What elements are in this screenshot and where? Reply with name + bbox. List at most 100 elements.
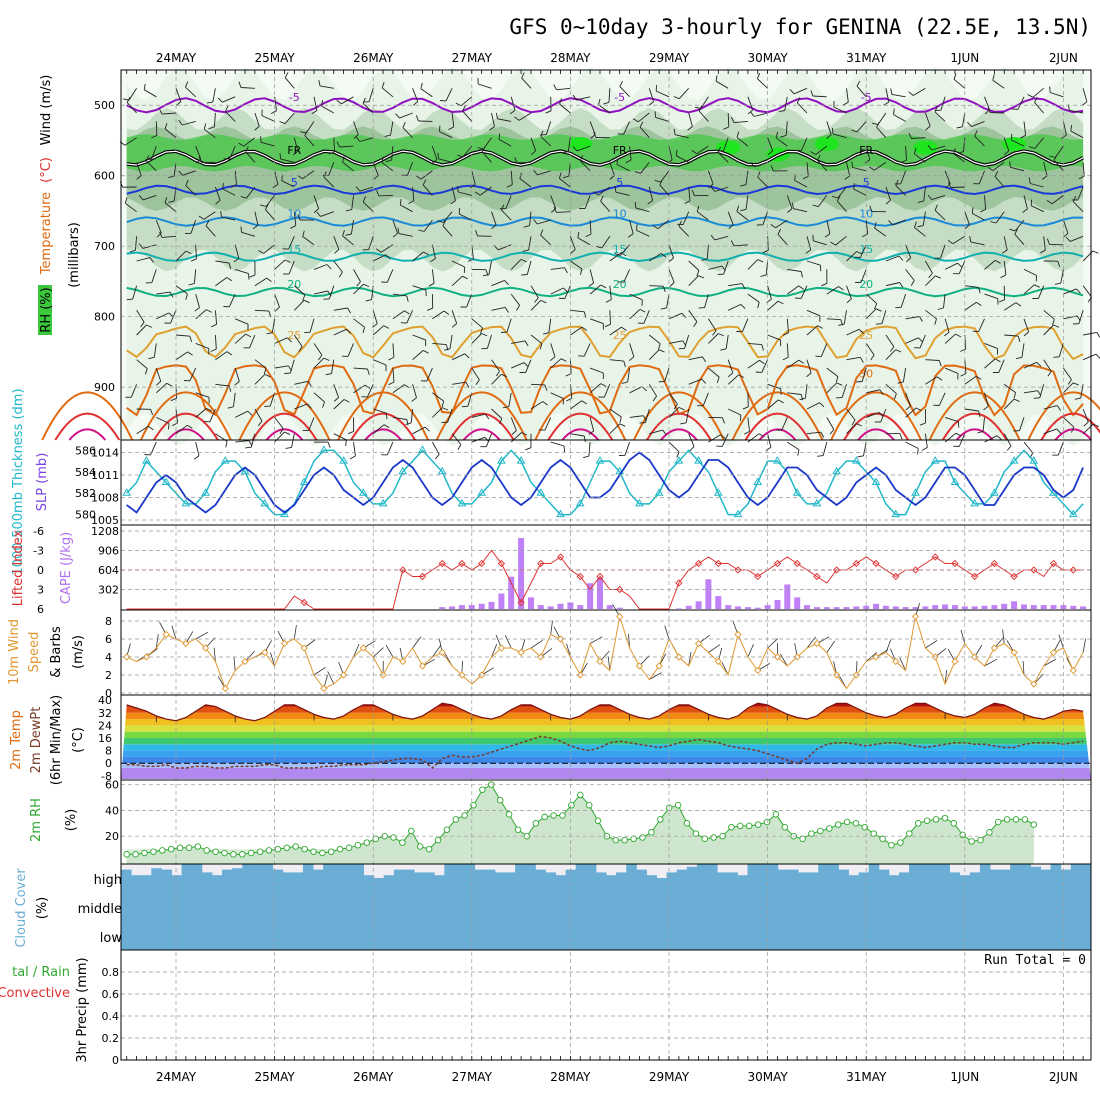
temp-color-band bbox=[121, 750, 1091, 757]
cloud-bar-high bbox=[626, 864, 637, 892]
wind-barb-flag bbox=[307, 403, 312, 409]
wind-barb-flag bbox=[927, 144, 932, 151]
surface-wind-barb bbox=[385, 644, 394, 658]
wind-barb bbox=[836, 200, 847, 212]
wind-barb-flag bbox=[501, 373, 507, 378]
rh-point bbox=[532, 820, 540, 827]
cape-axis-label: CAPE (J/kg) bbox=[59, 532, 74, 604]
cloud-bar-low bbox=[424, 920, 435, 950]
cloud-bar-high bbox=[353, 864, 364, 892]
surface-wind-barb bbox=[550, 620, 553, 635]
li-point bbox=[990, 559, 999, 568]
cloud-bar-low bbox=[616, 920, 627, 950]
wind-barb bbox=[233, 392, 236, 407]
wind-barb-flag bbox=[406, 419, 409, 426]
cloud-bar-low bbox=[161, 920, 172, 950]
cloud-bar-low bbox=[636, 920, 647, 950]
li-tick: -6 bbox=[33, 525, 44, 538]
cape-bar bbox=[1030, 605, 1037, 609]
wind-barb bbox=[156, 416, 170, 424]
cloud-bar-low bbox=[929, 920, 940, 950]
wind-barb bbox=[666, 294, 670, 308]
rh-axis-label: RH (%) bbox=[39, 287, 54, 332]
wind-speed-point bbox=[892, 657, 900, 666]
cloud-bar-middle bbox=[333, 892, 344, 920]
minmax-axis-label: (6hr Min/Max) bbox=[49, 695, 64, 785]
cloud-bar-high bbox=[899, 872, 910, 892]
warm-arc bbox=[1027, 391, 1100, 441]
wind-barb bbox=[145, 160, 157, 172]
wind-barb bbox=[1017, 96, 1025, 110]
cloud-bar-high bbox=[636, 869, 647, 892]
wind-barb-flag bbox=[593, 131, 597, 138]
wind-barb bbox=[353, 269, 361, 282]
wind-barb-flag bbox=[1057, 261, 1061, 268]
wind-barb bbox=[293, 137, 299, 152]
cloud-bar-high bbox=[131, 875, 142, 892]
wind-barb bbox=[1029, 183, 1044, 188]
wind-barb-flag bbox=[268, 310, 272, 317]
wind-barb-flag bbox=[1076, 288, 1081, 294]
cloud-bar-high bbox=[666, 872, 678, 892]
cloud-bar-high bbox=[545, 872, 556, 892]
li-line bbox=[126, 549, 1084, 610]
cloud-bar-middle bbox=[767, 892, 779, 920]
wind-barb bbox=[510, 170, 513, 185]
wind-barb-flag bbox=[978, 410, 981, 418]
wind-barb bbox=[126, 102, 137, 114]
dewpoint-axis-label: 2m DewPt bbox=[29, 707, 44, 774]
rh-point bbox=[185, 844, 193, 852]
wind-barb-flag bbox=[577, 231, 580, 238]
cloud-bar-high bbox=[868, 864, 880, 892]
wind-barb bbox=[944, 262, 958, 270]
cloud-bar-high bbox=[828, 864, 839, 892]
wind-barb-flag bbox=[521, 72, 525, 79]
cloud-bar-middle bbox=[990, 892, 1001, 920]
wind-barb bbox=[254, 112, 260, 127]
cloud-bar-low bbox=[919, 920, 930, 950]
wind-barb-flag bbox=[652, 395, 657, 402]
rh-point bbox=[594, 817, 602, 824]
wind-barb bbox=[175, 351, 188, 361]
cape-tick: 906 bbox=[98, 545, 119, 558]
slp-tick: 1014 bbox=[91, 447, 119, 460]
wind-barb bbox=[885, 88, 890, 103]
wind-barb-flag bbox=[1039, 249, 1046, 254]
wind-barb bbox=[820, 343, 828, 357]
wind-speed-point bbox=[813, 639, 821, 648]
cloud-bar-high bbox=[171, 875, 183, 892]
wind-barb bbox=[714, 235, 729, 241]
cloud-bar-high bbox=[525, 864, 536, 892]
wind-barb-flag bbox=[138, 195, 144, 201]
precip-total-label: tal / Rain bbox=[12, 965, 70, 980]
temp-color-band bbox=[121, 725, 1091, 732]
wind-barb bbox=[648, 349, 660, 361]
wind-barb-flag bbox=[600, 284, 607, 289]
wind-barb-flag bbox=[1093, 423, 1099, 428]
wind-barb bbox=[497, 118, 512, 122]
rh-core bbox=[568, 137, 593, 151]
cloud-bar-middle bbox=[777, 892, 789, 920]
temp-color-band bbox=[121, 767, 1091, 779]
wind-barb bbox=[843, 310, 847, 325]
rh-point bbox=[1030, 821, 1038, 828]
wind-barb-flag bbox=[741, 283, 746, 290]
surface-wind-barb bbox=[708, 644, 721, 653]
isotherm-label: 10 bbox=[613, 208, 627, 221]
wind-barb bbox=[559, 103, 571, 114]
cloud-bar-high bbox=[717, 872, 728, 892]
cape-bar bbox=[873, 603, 880, 609]
wind-barb-flag bbox=[820, 431, 825, 438]
wind-barb-flag bbox=[562, 151, 569, 154]
cloud-bar-high bbox=[141, 875, 152, 892]
cloud-bar-low bbox=[868, 920, 880, 950]
wind-barb-flag bbox=[870, 354, 875, 361]
wind-barb-flag bbox=[572, 94, 577, 101]
cloud-bar-low bbox=[1040, 920, 1052, 950]
wind-barb-flag bbox=[347, 430, 354, 435]
cloud-bar-high bbox=[848, 875, 860, 892]
cloud-bar-high bbox=[990, 869, 1001, 892]
wind-barb-flag bbox=[451, 323, 457, 328]
wind-barb bbox=[378, 194, 393, 197]
wind-barb-flag bbox=[363, 283, 370, 288]
